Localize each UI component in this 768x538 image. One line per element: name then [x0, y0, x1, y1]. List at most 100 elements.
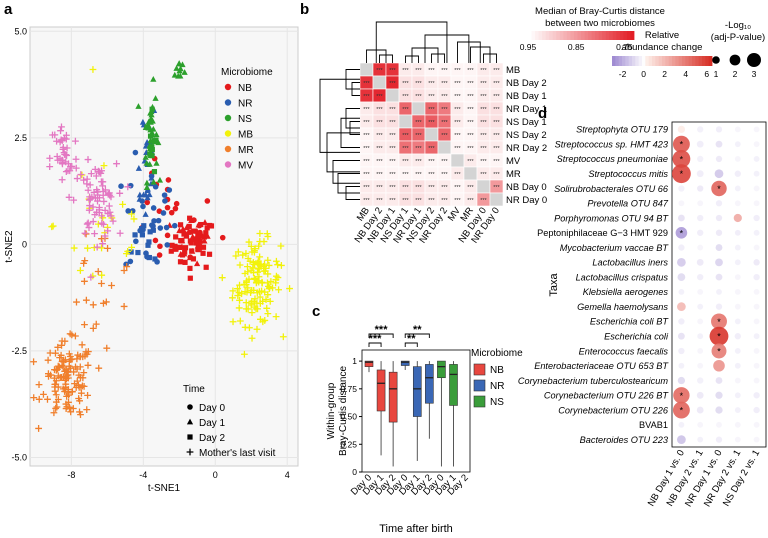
scatter-point-mv: [66, 167, 74, 175]
scatter-point-nb: [157, 243, 163, 250]
scatter-point-nr: [162, 198, 168, 204]
heatmap-cell: [411, 101, 426, 116]
scatter-point-mb: [267, 278, 275, 285]
box-nb: [388, 371, 398, 423]
legend-swatch-nr: [224, 99, 232, 106]
heatmap-sig-label: ***: [428, 159, 435, 165]
taxon-dot: [753, 273, 760, 281]
scatter-point-mr: [35, 381, 43, 389]
scatter-point-nb: [164, 204, 171, 211]
scatter-point-nb: [172, 243, 178, 249]
heatmap-row-label: NB Day 0: [506, 182, 547, 193]
color-scale-step: [682, 56, 686, 66]
scatter-point-mv: [84, 156, 92, 163]
scatter-point-mb: [242, 305, 250, 313]
heatmap-sig-label: ***: [402, 94, 409, 100]
scatter-point-nb: [169, 242, 175, 248]
scatter-point-mr: [120, 303, 128, 310]
scatter-point-mb: [247, 242, 255, 250]
color-scale-step: [692, 56, 696, 66]
scatter-point-ns: [177, 65, 184, 72]
significance-label: **: [407, 333, 416, 345]
size-legend-dot: [712, 56, 720, 64]
taxon-dot: [753, 244, 760, 251]
heatmap-row-label: NS Day 2: [506, 130, 547, 141]
heatmap-sig-label: ***: [415, 198, 422, 204]
scatter-point-mb: [261, 260, 268, 268]
heatmap-sig-label: ***: [467, 81, 474, 87]
taxon-label: Corynebacterium OTU 226: [558, 405, 669, 415]
heatmap-sig-label: ***: [454, 146, 461, 152]
box-nb: [364, 360, 374, 367]
x-axis-label: Time after birth: [379, 523, 453, 535]
scatter-point-mr: [94, 268, 102, 275]
scatter-point-mb: [84, 244, 91, 252]
scatter-point-nb: [187, 275, 193, 281]
scatter-point-mr: [35, 395, 43, 403]
scatter-point-nb: [198, 233, 204, 239]
heatmap-sig-label: ***: [467, 107, 474, 113]
scatter-point-nb: [219, 234, 226, 241]
scatter-point-mv: [73, 175, 81, 182]
scatter-point-nb: [193, 237, 199, 244]
scatter-point-mb: [235, 289, 243, 296]
y-axis-label: Taxa: [548, 273, 560, 297]
scatter-point-nb: [179, 227, 186, 234]
scatter-point-nr: [157, 225, 164, 231]
scatter-point-mr: [79, 374, 87, 382]
scatter-point-mb: [244, 284, 252, 292]
scatter-point-mv: [46, 163, 54, 170]
scatter-point-mb: [248, 309, 256, 317]
heatmap-sig-label: ***: [493, 133, 500, 139]
heatmap-sig-label: ***: [389, 133, 396, 139]
heatmap-sig-label: ***: [389, 81, 396, 87]
taxon-dot: [734, 392, 741, 399]
scatter-point-nb: [206, 251, 213, 257]
color-scale-step: [623, 31, 628, 40]
scatter-point-mb: [259, 318, 267, 326]
scatter-point-nb: [187, 254, 194, 260]
heatmap-sig-label: ***: [493, 185, 500, 191]
heatmap-cell: [398, 114, 413, 129]
scatter-point-mr: [52, 405, 60, 412]
scatter-point-mb: [239, 251, 247, 259]
scatter-point-mr: [50, 409, 58, 417]
size-legend-dot: [729, 54, 741, 66]
taxon-dot: [697, 377, 704, 384]
heatmap-sig-label: ***: [376, 172, 383, 178]
color-scale-step: [566, 31, 571, 40]
heatmap-legend-title-1: Median of Bray-Curtis distance: [535, 6, 665, 17]
scatter-point-nr: [138, 226, 145, 232]
taxon-dot: [696, 140, 704, 148]
heatmap-sig-label: ***: [480, 107, 487, 113]
scatter-point-mb: [254, 268, 261, 276]
scatter-point-nb: [203, 264, 209, 270]
scatter-point-nb: [168, 209, 175, 216]
heatmap-sig-label: ***: [402, 185, 409, 191]
size-legend-label: 2: [733, 69, 738, 79]
scatter-point-mv: [101, 232, 109, 240]
scatter-point-nr: [146, 239, 152, 245]
scatter-point-nb: [194, 260, 201, 267]
scatter-point-nb: [183, 232, 190, 239]
scatter-point-mr: [108, 282, 115, 289]
scatter-point-nb: [190, 256, 197, 262]
scatter-point-mv: [99, 240, 106, 248]
scatter-point-mb: [256, 293, 264, 301]
heatmap-sig-label: ***: [454, 68, 461, 74]
scatter-point-mr: [44, 395, 51, 403]
taxon-dot: [734, 303, 741, 310]
x-axis-label: t-SNE1: [148, 483, 181, 494]
scatter-point-mb: [49, 222, 57, 230]
scatter-point-mb: [242, 281, 250, 289]
scatter-point-mv: [91, 230, 98, 238]
scatter-point-mv: [59, 143, 67, 151]
heatmap-sig-label: ***: [389, 146, 396, 152]
heatmap-sig-label: ***: [389, 159, 396, 165]
scatter-point-mb: [232, 252, 240, 260]
scatter-point-ns: [149, 106, 155, 112]
x-tick-label: 4: [285, 470, 290, 480]
taxon-dot: [672, 135, 690, 153]
taxon-dot-sig: *: [717, 332, 721, 342]
scatter-point-mv: [53, 153, 61, 160]
